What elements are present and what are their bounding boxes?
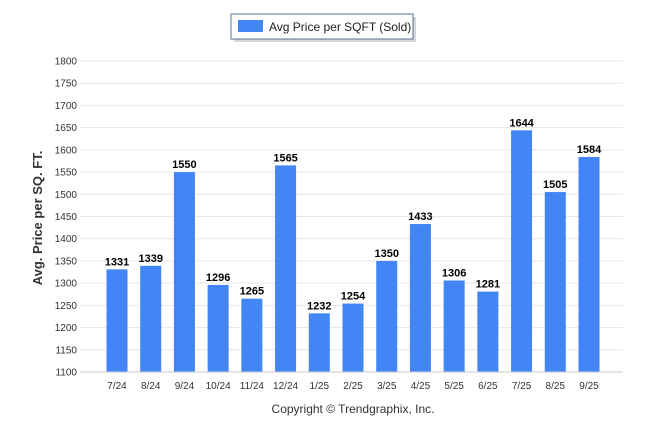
bar — [308, 313, 330, 372]
y-axis-ticks: 1100 1150 1200 1250 1300 1350 1400 1450 1500 1550… — [55, 57, 78, 379]
legend-label: Avg Price per SQFT (Sold) — [269, 20, 411, 34]
x-tick-label: 9/25 — [579, 381, 599, 392]
y-tick-label: 1700 — [55, 101, 78, 112]
y-tick-label: 1750 — [55, 79, 78, 90]
x-tick-label: 9/24 — [175, 381, 195, 392]
data-label: 1505 — [543, 179, 567, 191]
y-tick-label: 1300 — [55, 279, 78, 290]
gridlines — [80, 60, 623, 373]
data-label: 1296 — [206, 272, 230, 284]
bar — [207, 284, 229, 372]
y-tick-label: 1400 — [55, 234, 78, 245]
data-label: 1565 — [273, 152, 297, 164]
y-tick-label: 1800 — [55, 57, 78, 68]
x-axis-ticks: 7/24 8/24 9/24 10/24 11/24 12/24 1/25 2/25 3/25 4… — [107, 381, 599, 392]
data-label: 1306 — [442, 267, 466, 279]
bar — [511, 130, 533, 372]
bar — [342, 303, 364, 372]
y-tick-label: 1350 — [55, 256, 78, 267]
data-label: 1350 — [374, 248, 398, 260]
copyright-footer: Copyright © Trendgraphix, Inc. — [272, 402, 435, 416]
y-tick-label: 1150 — [55, 345, 77, 356]
legend-swatch — [238, 20, 263, 32]
x-tick-label: 1/25 — [310, 381, 330, 392]
y-tick-label: 1100 — [55, 368, 77, 379]
x-tick-label: 12/24 — [273, 381, 298, 392]
data-label: 1265 — [240, 286, 264, 298]
x-tick-label: 7/24 — [107, 381, 127, 392]
y-tick-label: 1500 — [55, 190, 78, 201]
x-tick-label: 8/25 — [546, 381, 566, 392]
x-tick-label: 5/25 — [444, 381, 464, 392]
y-tick-label: 1450 — [55, 212, 78, 223]
data-label: 1281 — [476, 279, 500, 291]
y-tick-label: 1600 — [55, 145, 78, 156]
bar — [275, 165, 297, 372]
bar — [376, 260, 398, 372]
data-label: 1644 — [509, 117, 534, 129]
chart-legend: Avg Price per SQFT (Sold) — [230, 13, 416, 42]
data-labels: 1331 1339 1550 1296 1265 1565 1232 1254 1350 1433… — [105, 117, 602, 312]
bar — [544, 192, 566, 372]
data-label: 1331 — [105, 256, 129, 268]
bar — [443, 280, 465, 372]
x-tick-label: 2/25 — [343, 381, 363, 392]
y-tick-label: 1550 — [55, 168, 78, 179]
data-label: 1584 — [577, 144, 602, 156]
data-label: 1339 — [138, 253, 162, 265]
bars — [106, 130, 600, 372]
x-tick-label: 8/24 — [141, 381, 161, 392]
x-tick-label: 3/25 — [377, 381, 397, 392]
x-tick-label: 10/24 — [206, 381, 231, 392]
bar — [477, 291, 499, 372]
bar — [241, 298, 263, 372]
bar — [409, 224, 431, 372]
data-label: 1232 — [307, 300, 331, 312]
y-axis-label: Avg. Price per SQ. FT. — [30, 151, 45, 286]
x-tick-label: 7/25 — [512, 381, 532, 392]
bar — [106, 269, 128, 372]
data-label: 1433 — [408, 211, 432, 223]
data-label: 1254 — [341, 291, 366, 303]
x-tick-label: 11/24 — [240, 381, 265, 392]
bar — [173, 172, 195, 372]
y-tick-label: 1650 — [55, 123, 78, 134]
x-tick-label: 4/25 — [411, 381, 431, 392]
y-tick-label: 1250 — [55, 301, 78, 312]
bar — [140, 265, 162, 372]
y-tick-label: 1200 — [55, 323, 78, 334]
bar — [578, 156, 600, 372]
x-tick-label: 6/25 — [478, 381, 498, 392]
data-label: 1550 — [172, 159, 196, 171]
